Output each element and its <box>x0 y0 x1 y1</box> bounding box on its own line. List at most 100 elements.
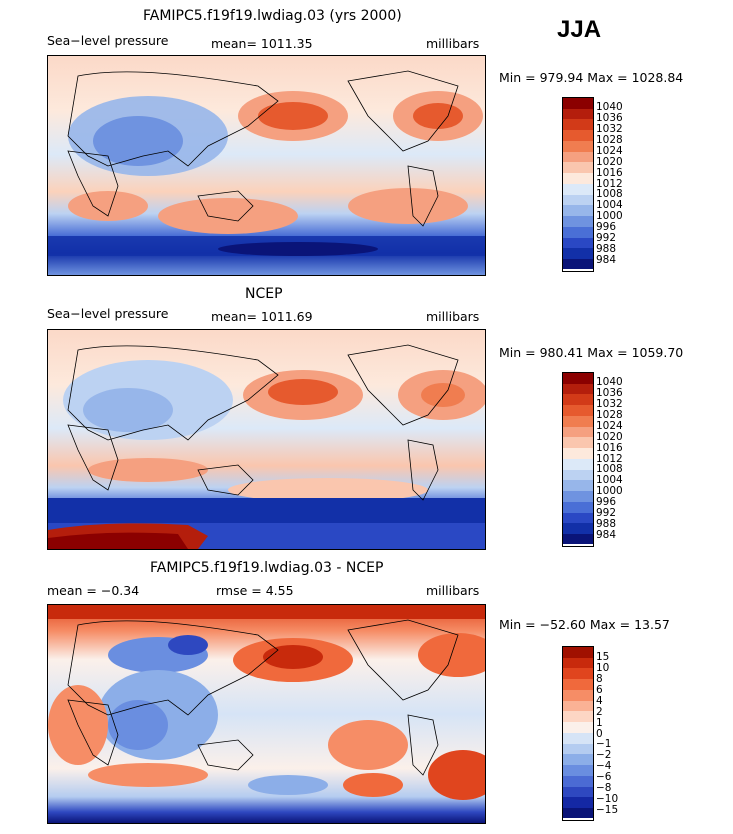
panel-1-title: FAMIPC5.f19f19.lwdiag.03 (yrs 2000) <box>143 8 402 24</box>
colorbar-tick: −8 <box>596 782 612 794</box>
panel-1-colorbar-swatch <box>563 130 593 141</box>
colorbar-tick: 2 <box>596 706 603 718</box>
colorbar-tick: 1032 <box>596 123 623 135</box>
panel-2-colorbar-swatch <box>563 373 593 384</box>
panel-3-colorbar-swatch <box>563 733 593 744</box>
panel-3-colorbar-swatch <box>563 722 593 733</box>
panel-1-colorbar-swatch <box>563 248 593 259</box>
panel-3-map-field <box>48 605 485 823</box>
panel-1-variable-label: Sea−level pressure <box>47 33 169 48</box>
season-label: JJA <box>557 16 602 43</box>
panel-2-colorbar-swatch <box>563 502 593 513</box>
colorbar-tick: −4 <box>596 760 612 772</box>
panel-2-colorbar-swatch <box>563 523 593 534</box>
panel-2-units-label: millibars <box>426 309 480 324</box>
panel-1-colorbar-swatch <box>563 141 593 152</box>
colorbar-tick: 996 <box>596 221 617 233</box>
panel-1-colorbar-swatch <box>563 109 593 119</box>
panel-3-colorbar-swatch <box>563 668 593 679</box>
panel-1-colorbar-swatch <box>563 238 593 248</box>
panel-3-colorbar-swatch <box>563 701 593 711</box>
panel-3-colorbar-swatch <box>563 776 593 787</box>
panel-3-colorbar <box>562 646 594 821</box>
panel-1-colorbar-swatch <box>563 184 593 195</box>
panel-2-colorbar <box>562 372 594 547</box>
panel-2-colorbar-swatch <box>563 405 593 416</box>
panel-3-mean-label: mean = −0.34 <box>47 583 140 598</box>
panel-3-colorbar-swatch <box>563 679 593 690</box>
panel-1-colorbar-swatch <box>563 227 593 238</box>
colorbar-tick: 1016 <box>596 167 623 179</box>
panel-2-colorbar-swatch <box>563 470 593 480</box>
panel-2-minmax: Min = 980.41 Max = 1059.70 <box>499 345 684 360</box>
panel-2-colorbar-swatch <box>563 534 593 544</box>
panel-3-colorbar-swatch <box>563 797 593 808</box>
colorbar-tick: 1036 <box>596 387 623 399</box>
panel-2-colorbar-swatch <box>563 491 593 502</box>
panel-2-map <box>47 329 486 550</box>
colorbar-tick: 988 <box>596 243 617 255</box>
colorbar-tick: 1020 <box>596 431 623 443</box>
panel-3-units-label: millibars <box>426 583 480 598</box>
colorbar-tick: 996 <box>596 496 617 508</box>
colorbar-tick: 1000 <box>596 210 623 222</box>
colorbar-tick: 8 <box>596 673 603 685</box>
colorbar-tick: 1004 <box>596 474 623 486</box>
colorbar-tick: 1012 <box>596 178 623 190</box>
panel-2-colorbar-swatch <box>563 513 593 523</box>
colorbar-tick: 1024 <box>596 420 623 432</box>
colorbar-tick: 988 <box>596 518 617 530</box>
colorbar-tick: 1008 <box>596 188 623 200</box>
colorbar-tick: 1008 <box>596 463 623 475</box>
panel-3-colorbar-swatch <box>563 647 593 658</box>
panel-3-title: FAMIPC5.f19f19.lwdiag.03 - NCEP <box>150 560 384 576</box>
colorbar-tick: 1040 <box>596 376 623 388</box>
panel-1-colorbar-swatch <box>563 195 593 205</box>
panel-2-mean-label: mean= 1011.69 <box>211 309 313 324</box>
colorbar-tick: 1016 <box>596 442 623 454</box>
panel-1-colorbar-swatch <box>563 216 593 227</box>
colorbar-tick: 984 <box>596 529 617 541</box>
panel-2-colorbar-swatch <box>563 480 593 491</box>
colorbar-tick: 992 <box>596 507 617 519</box>
panel-1-colorbar-swatch <box>563 152 593 162</box>
colorbar-tick: 1000 <box>596 485 623 497</box>
colorbar-tick: 10 <box>596 662 610 674</box>
colorbar-tick: −15 <box>596 804 619 816</box>
panel-3-map <box>47 604 486 824</box>
colorbar-tick: 1028 <box>596 409 623 421</box>
panel-2-title: NCEP <box>245 286 283 302</box>
colorbar-tick: 1004 <box>596 199 623 211</box>
colorbar-tick: 15 <box>596 651 610 663</box>
panel-1-colorbar-swatch <box>563 259 593 269</box>
panel-1-colorbar-swatch <box>563 205 593 216</box>
panel-2-map-field <box>48 330 485 549</box>
panel-1-colorbar <box>562 97 594 272</box>
panel-3-colorbar-swatch <box>563 754 593 765</box>
colorbar-tick: 1040 <box>596 101 623 113</box>
colorbar-tick: 1036 <box>596 112 623 124</box>
colorbar-tick: 1028 <box>596 134 623 146</box>
panel-1-units-label: millibars <box>426 36 480 51</box>
panel-3-colorbar-swatch <box>563 808 593 818</box>
panel-2-colorbar-swatch <box>563 459 593 470</box>
panel-1-colorbar-swatch <box>563 162 593 173</box>
panel-1-minmax: Min = 979.94 Max = 1028.84 <box>499 70 684 85</box>
colorbar-tick: −6 <box>596 771 612 783</box>
panel-1-mean-label: mean= 1011.35 <box>211 36 313 51</box>
colorbar-tick: 1012 <box>596 453 623 465</box>
panel-2-colorbar-swatch <box>563 448 593 459</box>
colorbar-tick: 1024 <box>596 145 623 157</box>
panel-3-colorbar-swatch <box>563 744 593 754</box>
panel-2-colorbar-swatch <box>563 384 593 394</box>
colorbar-tick: 1020 <box>596 156 623 168</box>
panel-3-colorbar-swatch <box>563 658 593 668</box>
colorbar-tick: 984 <box>596 254 617 266</box>
panel-3-colorbar-swatch <box>563 765 593 776</box>
panel-2-colorbar-swatch <box>563 437 593 448</box>
panel-3-rmse-label: rmse = 4.55 <box>216 583 294 598</box>
panel-1-colorbar-swatch <box>563 98 593 109</box>
panel-3-minmax: Min = −52.60 Max = 13.57 <box>499 617 670 632</box>
colorbar-tick: −1 <box>596 738 612 750</box>
colorbar-tick: −10 <box>596 793 619 805</box>
